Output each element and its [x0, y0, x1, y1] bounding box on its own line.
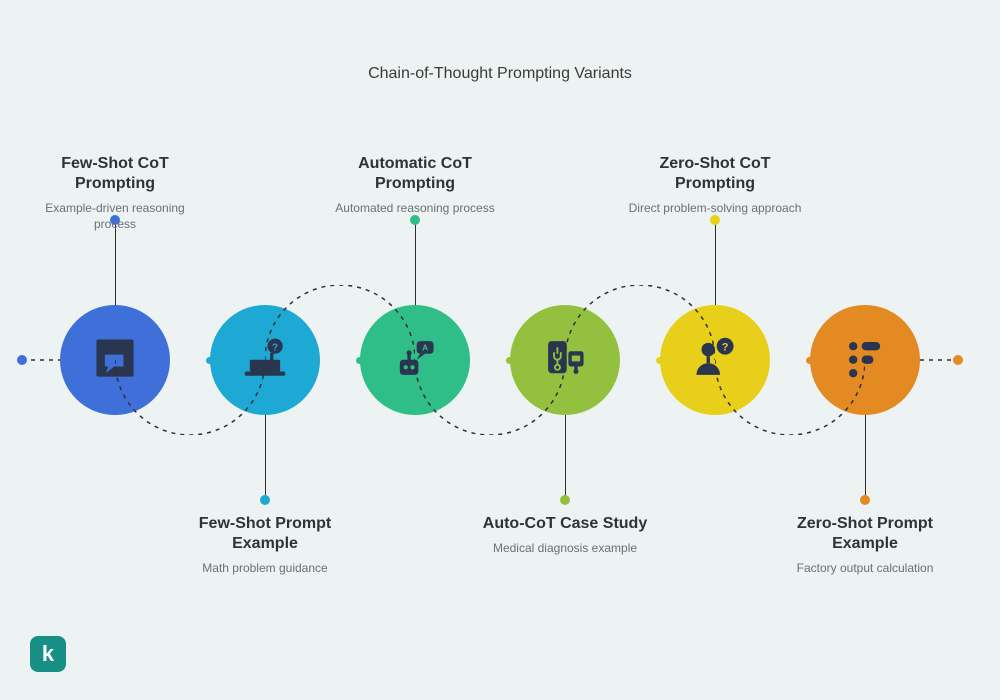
edge-dot	[506, 357, 513, 364]
node-title: Zero-Shot CoT Prompting	[625, 154, 805, 194]
node-auto-case	[510, 305, 620, 415]
connector-line	[265, 415, 266, 500]
end-dot	[953, 355, 963, 365]
diagram-stage: Few-Shot CoT Prompting Example-driven re…	[0, 0, 1000, 700]
end-dot	[17, 355, 27, 365]
node-subtitle: Medical diagnosis example	[475, 540, 655, 556]
connector-line	[415, 220, 416, 305]
svg-text:?: ?	[272, 342, 278, 353]
chat-square-icon	[88, 331, 142, 390]
connector-dot	[410, 215, 420, 225]
node-label-fewshot-cot: Few-Shot CoT Prompting Example-driven re…	[25, 154, 205, 232]
node-title: Auto-CoT Case Study	[475, 514, 655, 534]
robot-bubble-icon: A	[388, 331, 442, 390]
person-question-icon: ?	[688, 331, 742, 390]
node-subtitle: Math problem guidance	[175, 560, 355, 576]
end-dashed-line	[22, 358, 60, 362]
node-title: Few-Shot CoT Prompting	[25, 154, 205, 194]
connector-dot	[560, 495, 570, 505]
node-fewshot-example: ?	[210, 305, 320, 415]
node-label-auto-cot: Automatic CoT Prompting Automated reason…	[325, 154, 505, 216]
edge-dot	[356, 357, 363, 364]
connector-dot	[860, 495, 870, 505]
devices-medical-icon	[538, 331, 592, 390]
svg-text:A: A	[422, 342, 428, 352]
edge-dot	[656, 357, 663, 364]
connector-line	[865, 415, 866, 500]
connector-line	[115, 220, 116, 305]
connector-dot	[710, 215, 720, 225]
edge-dot	[806, 357, 813, 364]
node-subtitle: Direct problem-solving approach	[625, 200, 805, 216]
connector-dot	[260, 495, 270, 505]
svg-text:?: ?	[722, 341, 729, 353]
node-zeroshot-example	[810, 305, 920, 415]
list-bars-icon	[838, 331, 892, 390]
node-label-zeroshot-cot: Zero-Shot CoT Prompting Direct problem-s…	[625, 154, 805, 216]
node-label-zeroshot-example: Zero-Shot Prompt Example Factory output …	[775, 514, 955, 576]
edge-dot	[206, 357, 213, 364]
node-label-fewshot-example: Few-Shot Prompt Example Math problem gui…	[175, 514, 355, 576]
node-subtitle: Factory output calculation	[775, 560, 955, 576]
connector-line	[715, 220, 716, 305]
node-fewshot-cot	[60, 305, 170, 415]
node-subtitle: Automated reasoning process	[325, 200, 505, 216]
brand-logo: k	[30, 636, 66, 672]
node-title: Few-Shot Prompt Example	[175, 514, 355, 554]
node-title: Zero-Shot Prompt Example	[775, 514, 955, 554]
node-title: Automatic CoT Prompting	[325, 154, 505, 194]
node-auto-cot: A	[360, 305, 470, 415]
connector-line	[565, 415, 566, 500]
node-zeroshot-cot: ?	[660, 305, 770, 415]
node-label-auto-case: Auto-CoT Case Study Medical diagnosis ex…	[475, 514, 655, 556]
laptop-question-icon: ?	[238, 331, 292, 390]
node-subtitle: Example-driven reasoning process	[25, 200, 205, 232]
